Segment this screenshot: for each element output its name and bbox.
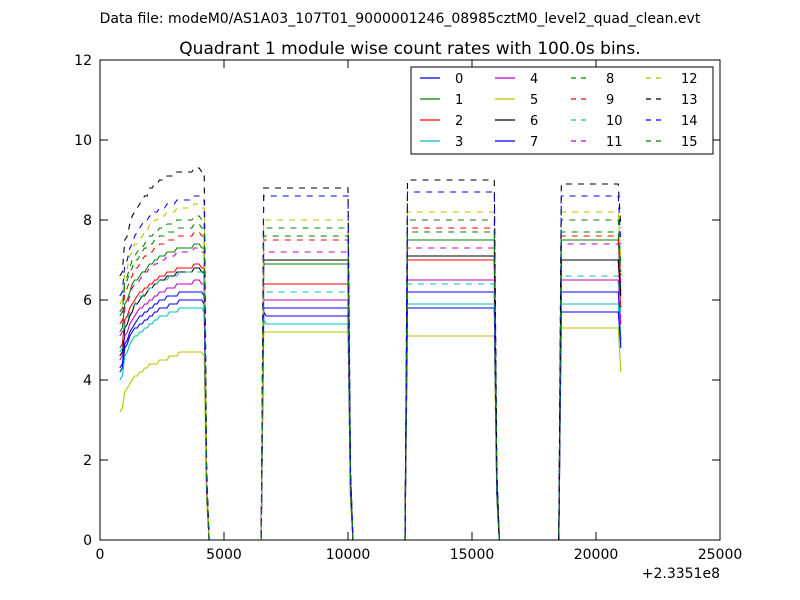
legend-frame	[410, 66, 714, 155]
legend-label: 1	[455, 93, 463, 108]
legend-item-1: 1	[420, 93, 463, 108]
x-offset-label: +2.3351e8	[642, 566, 720, 582]
legend-label: 9	[606, 93, 614, 108]
legend-item-6: 6	[495, 114, 538, 129]
legend-label: 2	[455, 114, 463, 129]
series-line-7	[119, 291, 622, 541]
legend-item-13: 13	[646, 93, 698, 108]
legend-label: 3	[455, 135, 463, 150]
legend-label: 6	[530, 114, 538, 129]
y-tick-label: 10	[74, 133, 92, 149]
series-line-10	[119, 271, 622, 541]
y-tick-label: 0	[83, 533, 92, 549]
series-line-13	[119, 167, 622, 541]
legend-label: 15	[681, 135, 698, 150]
legend-label: 12	[681, 72, 698, 87]
legend-item-2: 2	[420, 114, 463, 129]
legend-item-8: 8	[571, 72, 614, 87]
legend-label: 4	[530, 72, 538, 87]
legend-item-14: 14	[646, 114, 698, 129]
y-tick-label: 4	[83, 373, 92, 389]
legend-item-15: 15	[646, 135, 698, 150]
legend-label: 13	[681, 93, 698, 108]
legend-item-11: 11	[571, 135, 623, 150]
chart-title: Quadrant 1 module wise count rates with …	[179, 39, 640, 59]
x-tick-label: 20000	[574, 547, 619, 563]
y-tick-label: 8	[83, 213, 92, 229]
y-tick-label: 12	[74, 53, 92, 69]
legend-item-9: 9	[571, 93, 614, 108]
legend-item-7: 7	[495, 135, 538, 150]
x-tick-label: 25000	[698, 547, 743, 563]
figure-suptitle: Data file: modeM0/AS1A03_107T01_90000012…	[100, 11, 701, 27]
legend-item-0: 0	[420, 72, 463, 87]
x-axis: 0 5000 10000 15000 20000 25000	[96, 60, 743, 563]
legend-label: 8	[606, 72, 614, 87]
x-tick-label: 15000	[450, 547, 495, 563]
x-tick-label: 0	[96, 547, 105, 563]
series-line-15	[119, 223, 622, 541]
legend-item-10: 10	[571, 114, 623, 129]
series-line-14	[119, 191, 622, 541]
legend-label: 14	[681, 114, 698, 129]
y-tick-label: 6	[83, 293, 92, 309]
series-layer	[119, 167, 622, 541]
y-tick-label: 2	[83, 453, 92, 469]
x-tick-label: 10000	[326, 547, 371, 563]
legend-item-12: 12	[646, 72, 698, 87]
legend-item-5: 5	[495, 93, 538, 108]
legend-item-4: 4	[495, 72, 538, 87]
x-tick-label: 5000	[206, 547, 242, 563]
legend-label: 10	[606, 114, 623, 129]
legend-label: 0	[455, 72, 463, 87]
legend-item-3: 3	[420, 135, 463, 150]
legend-label: 7	[530, 135, 538, 150]
legend-label: 11	[606, 135, 623, 150]
legend-label: 5	[530, 93, 538, 108]
